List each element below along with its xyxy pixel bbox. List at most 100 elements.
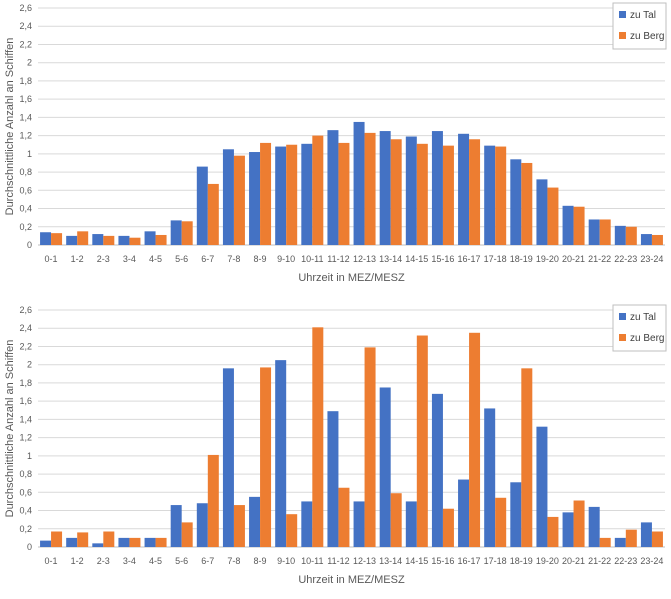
bar-zu-tal: [588, 506, 600, 547]
bar-zu-berg: [442, 508, 454, 547]
y-axis-title: Durchschnittliche Anzahl an Schiffen: [4, 38, 16, 216]
legend-box: [612, 304, 667, 352]
bar-zu-berg: [207, 183, 219, 245]
y-tick-label: 2,4: [19, 21, 32, 31]
y-tick-label: 2: [27, 58, 32, 68]
bar-zu-tal: [484, 408, 496, 547]
bar-zu-berg: [469, 332, 481, 547]
y-tick-label: 0,2: [19, 524, 32, 534]
bar-zu-tal: [118, 537, 130, 547]
x-tick-label: 5-6: [175, 556, 188, 566]
x-tick-label: 22-23: [614, 556, 637, 566]
bar-zu-berg: [390, 139, 402, 245]
bar-zu-berg: [573, 500, 585, 547]
x-tick-label: 4-5: [149, 254, 162, 264]
x-tick-label: 13-14: [379, 254, 402, 264]
bar-zu-berg: [312, 135, 324, 245]
bar-zu-tal: [40, 540, 52, 547]
bar-zu-tal: [562, 205, 574, 245]
bar-zu-berg: [469, 139, 481, 245]
bar-zu-tal: [92, 543, 104, 547]
bar-zu-berg: [77, 231, 89, 245]
legend-label: zu Berg: [630, 31, 664, 42]
bar-zu-berg: [103, 531, 115, 547]
bar-zu-tal: [92, 234, 104, 245]
bar-zu-tal: [405, 501, 417, 547]
x-tick-label: 1-2: [71, 254, 84, 264]
bar-zu-berg: [338, 142, 350, 245]
x-tick-label: 23-24: [640, 556, 663, 566]
bar-zu-tal: [327, 411, 339, 547]
bar-zu-berg: [547, 187, 559, 245]
x-tick-label: 20-21: [562, 556, 585, 566]
x-tick-label: 8-9: [254, 254, 267, 264]
y-tick-label: 1,6: [19, 94, 32, 104]
x-tick-label: 9-10: [277, 556, 295, 566]
bar-zu-berg: [390, 493, 402, 547]
bar-zu-berg: [364, 347, 376, 547]
bar-zu-tal: [536, 426, 548, 547]
bar-zu-berg: [155, 537, 167, 547]
x-tick-label: 1-2: [71, 556, 84, 566]
y-tick-label: 1,2: [19, 433, 32, 443]
bar-zu-tal: [301, 143, 313, 245]
bar-zu-berg: [51, 233, 63, 245]
x-tick-label: 19-20: [536, 556, 559, 566]
bar-zu-tal: [275, 146, 287, 245]
bar-zu-tal: [353, 501, 365, 547]
bar-zu-berg: [181, 522, 193, 547]
x-tick-label: 20-21: [562, 254, 585, 264]
bar-zu-tal: [144, 231, 156, 245]
x-tick-label: 17-18: [484, 556, 507, 566]
x-tick-label: 3-4: [123, 254, 136, 264]
bar-zu-tal: [614, 537, 626, 547]
x-tick-label: 16-17: [458, 254, 481, 264]
x-tick-label: 2-3: [97, 254, 110, 264]
x-tick-label: 23-24: [640, 254, 663, 264]
chart-top: 0 0,2 0,4 0,6 0,8 1 1,2 1,4 1,6 1,8 2 2,2 2,4 2,6 0-1 1…: [4, 2, 667, 284]
bar-zu-berg: [573, 206, 585, 245]
legend: zu Tal zu Berg: [612, 304, 667, 352]
x-tick-label: 5-6: [175, 254, 188, 264]
bar-zu-tal: [170, 220, 182, 245]
legend-swatch: [619, 313, 626, 320]
x-tick-label: 15-16: [431, 254, 454, 264]
bar-zu-tal: [249, 152, 261, 245]
x-tick-label: 4-5: [149, 556, 162, 566]
bar-zu-tal: [640, 234, 652, 245]
x-tick-label: 11-12: [327, 556, 349, 566]
bar-zu-berg: [599, 537, 611, 547]
bar-zu-berg: [599, 219, 611, 245]
y-tick-label: 1: [27, 149, 32, 159]
bar-zu-berg: [651, 531, 663, 547]
bar-zu-tal: [196, 166, 208, 245]
bar-zu-berg: [129, 237, 141, 245]
x-tick-label: 10-11: [301, 556, 323, 566]
legend-box: [612, 2, 667, 50]
y-tick-label: 0,4: [19, 506, 32, 516]
y-tick-label: 1,8: [19, 76, 32, 86]
bar-zu-berg: [312, 327, 324, 547]
bar-zu-tal: [431, 393, 443, 547]
y-tick-label: 2,2: [19, 341, 32, 351]
bar-zu-berg: [207, 454, 219, 547]
bar-zu-berg: [181, 221, 193, 245]
bar-zu-berg: [155, 234, 167, 245]
x-tick-label: 16-17: [458, 556, 481, 566]
bar-zu-berg: [416, 143, 428, 245]
bar-zu-tal: [66, 235, 78, 245]
x-tick-label: 13-14: [379, 556, 402, 566]
bar-zu-tal: [536, 179, 548, 245]
bar-zu-tal: [275, 360, 287, 547]
x-axis-title: Uhrzeit in MEZ/MESZ: [298, 272, 405, 284]
bar-zu-tal: [614, 225, 626, 245]
y-tick-label: 2: [27, 360, 32, 370]
legend-label: zu Berg: [630, 333, 664, 344]
bar-zu-berg: [51, 531, 63, 547]
bar-zu-tal: [222, 368, 234, 547]
legend-swatch: [619, 11, 626, 18]
bar-zu-berg: [521, 162, 533, 245]
x-tick-label: 0-1: [45, 254, 58, 264]
bar-zu-berg: [286, 144, 298, 245]
x-tick-label: 21-22: [588, 254, 611, 264]
